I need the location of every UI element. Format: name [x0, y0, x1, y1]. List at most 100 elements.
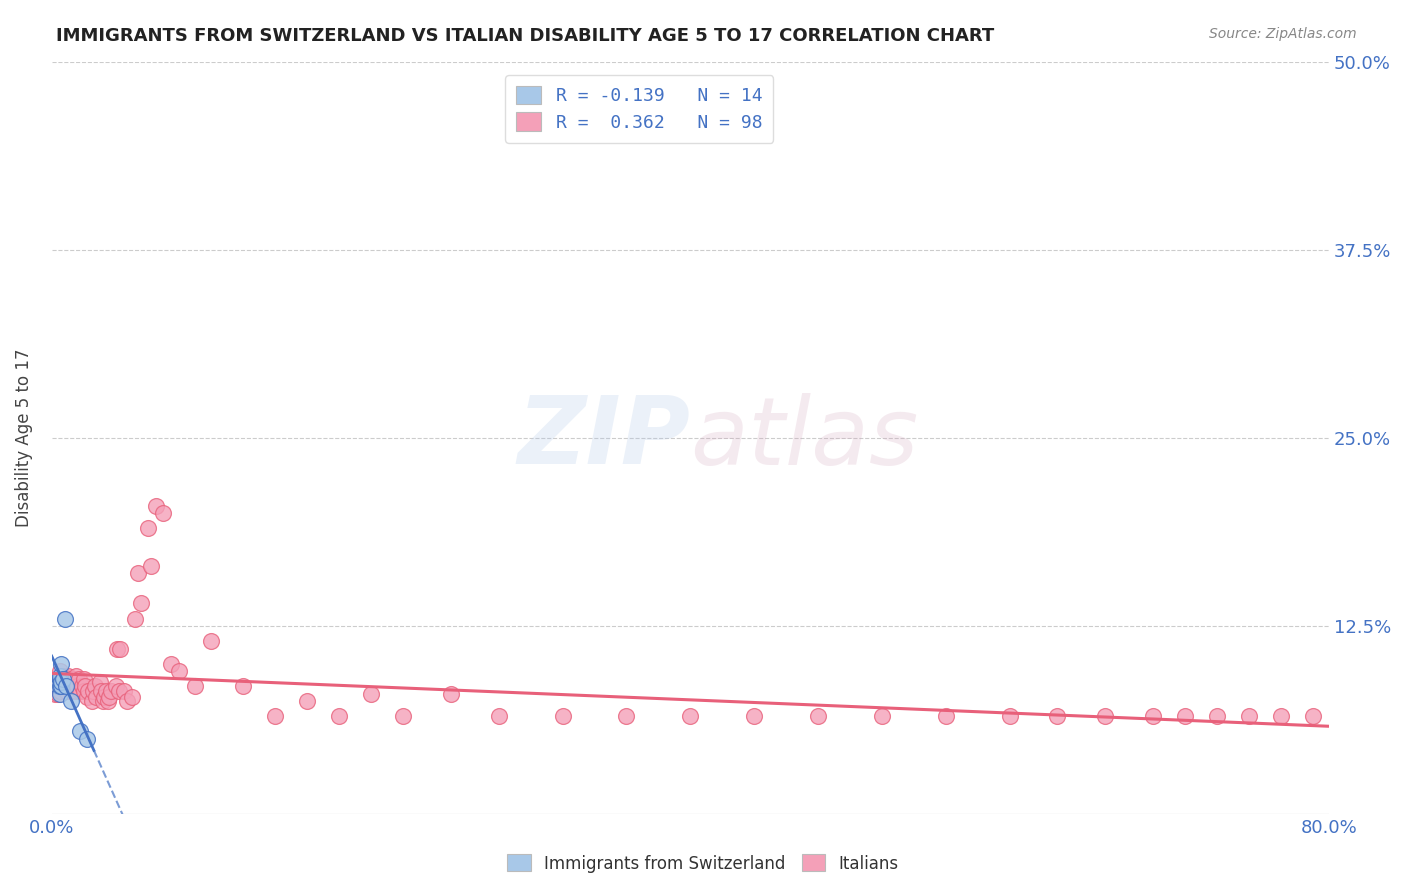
- Point: [65, 683, 87, 698]
- Point: [56, 672, 79, 686]
- Point: [86, 690, 108, 704]
- Point: [152, 506, 174, 520]
- Point: [1206, 709, 1229, 723]
- Point: [66, 679, 89, 693]
- Point: [83, 679, 105, 693]
- Point: [46, 679, 69, 693]
- Point: [53, 611, 76, 625]
- Point: [127, 566, 149, 581]
- Point: [65, 668, 87, 682]
- Point: [169, 664, 191, 678]
- Point: [807, 709, 830, 723]
- Point: [51, 674, 73, 689]
- Y-axis label: Disability Age 5 to 17: Disability Age 5 to 17: [15, 349, 32, 527]
- Point: [51, 674, 73, 689]
- Point: [59, 683, 82, 698]
- Point: [136, 521, 159, 535]
- Point: [53, 679, 76, 693]
- Point: [104, 679, 127, 693]
- Point: [48, 679, 70, 693]
- Point: [870, 709, 893, 723]
- Point: [1302, 709, 1324, 723]
- Point: [48, 668, 70, 682]
- Point: [48, 687, 70, 701]
- Point: [63, 672, 86, 686]
- Point: [51, 679, 73, 693]
- Point: [51, 679, 73, 693]
- Point: [69, 724, 91, 739]
- Point: [76, 731, 98, 746]
- Point: [742, 709, 765, 723]
- Point: [160, 657, 183, 671]
- Point: [129, 597, 152, 611]
- Point: [77, 683, 100, 698]
- Point: [80, 694, 103, 708]
- Legend: R = -0.139   N = 14, R =  0.362   N = 98: R = -0.139 N = 14, R = 0.362 N = 98: [505, 75, 773, 143]
- Point: [45, 672, 67, 686]
- Point: [551, 709, 574, 723]
- Point: [115, 694, 138, 708]
- Point: [48, 672, 70, 686]
- Point: [1237, 709, 1260, 723]
- Point: [62, 679, 84, 693]
- Text: ZIP: ZIP: [517, 392, 690, 484]
- Point: [616, 709, 638, 723]
- Point: [46, 687, 69, 701]
- Point: [110, 641, 132, 656]
- Point: [73, 683, 96, 698]
- Point: [184, 679, 207, 693]
- Point: [48, 679, 70, 693]
- Point: [935, 709, 957, 723]
- Point: [89, 674, 111, 689]
- Point: [53, 674, 76, 689]
- Point: [55, 679, 77, 693]
- Point: [232, 679, 254, 693]
- Point: [58, 679, 80, 693]
- Point: [55, 683, 77, 698]
- Point: [73, 672, 96, 686]
- Point: [145, 499, 167, 513]
- Point: [51, 672, 73, 686]
- Point: [70, 679, 93, 693]
- Point: [121, 690, 143, 704]
- Legend: Immigrants from Switzerland, Italians: Immigrants from Switzerland, Italians: [501, 847, 905, 880]
- Point: [53, 672, 76, 686]
- Point: [200, 634, 222, 648]
- Point: [48, 683, 70, 698]
- Point: [55, 679, 77, 693]
- Point: [51, 657, 73, 671]
- Point: [328, 709, 350, 723]
- Point: [52, 672, 75, 686]
- Point: [52, 679, 75, 693]
- Point: [97, 694, 120, 708]
- Point: [52, 674, 75, 689]
- Point: [52, 672, 75, 686]
- Point: [998, 709, 1021, 723]
- Point: [46, 679, 69, 693]
- Point: [48, 672, 70, 686]
- Point: [59, 694, 82, 708]
- Point: [44, 687, 66, 701]
- Point: [45, 679, 67, 693]
- Point: [55, 672, 77, 686]
- Point: [440, 687, 463, 701]
- Point: [124, 611, 146, 625]
- Point: [90, 683, 112, 698]
- Text: Source: ZipAtlas.com: Source: ZipAtlas.com: [1209, 27, 1357, 41]
- Point: [94, 683, 117, 698]
- Text: atlas: atlas: [690, 392, 918, 483]
- Point: [91, 694, 114, 708]
- Point: [105, 641, 128, 656]
- Point: [75, 679, 97, 693]
- Point: [1046, 709, 1069, 723]
- Point: [1174, 709, 1197, 723]
- Point: [100, 683, 122, 698]
- Point: [58, 674, 80, 689]
- Point: [360, 687, 382, 701]
- Point: [1094, 709, 1116, 723]
- Point: [62, 674, 84, 689]
- Point: [56, 679, 79, 693]
- Point: [59, 672, 82, 686]
- Point: [1270, 709, 1292, 723]
- Point: [679, 709, 702, 723]
